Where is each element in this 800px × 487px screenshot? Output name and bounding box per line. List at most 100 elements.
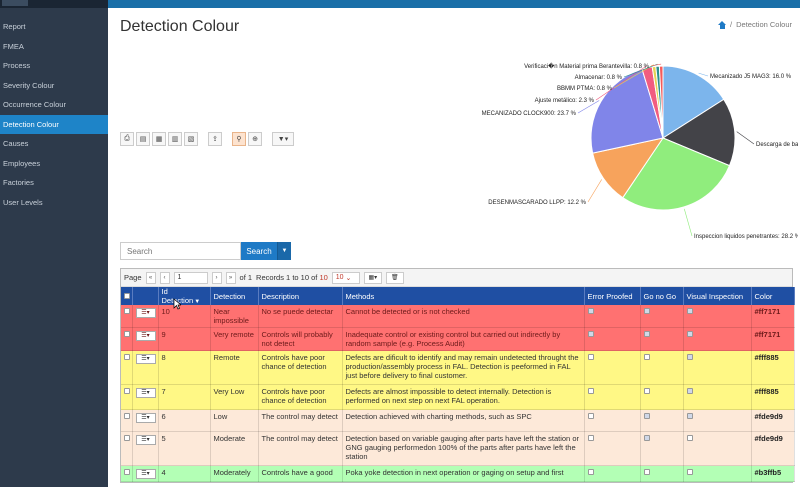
column-header-visual-inspection[interactable]: Visual Inspection — [683, 287, 752, 305]
sidebar-item-occurrence-colour[interactable]: Occurrence Colour — [3, 100, 66, 109]
row-select-cell[interactable] — [121, 327, 133, 351]
sidebar-item-severity-colour[interactable]: Severity Colour — [3, 80, 55, 90]
pie-slice[interactable] — [661, 98, 736, 167]
sidebar-item-causes[interactable]: Causes — [3, 139, 29, 148]
print-icon[interactable]: ⎙ — [120, 132, 134, 146]
row-menu-button[interactable]: ☰▾ — [135, 331, 156, 341]
filter-icon[interactable]: ▼▾ — [272, 132, 294, 146]
logo — [2, 0, 28, 6]
page-title: Detection Colour — [120, 18, 240, 35]
row-checkbox[interactable] — [124, 413, 130, 419]
column-header-go-no-go[interactable]: Go no Go — [640, 287, 684, 305]
row-menu-cell[interactable]: ☰▾ — [132, 409, 159, 432]
cell-go-no-go — [640, 350, 684, 385]
select-all-checkbox[interactable] — [124, 292, 130, 299]
column-header-methods[interactable]: Methods — [342, 287, 585, 305]
row-menu-cell[interactable]: ☰▾ — [132, 384, 159, 410]
pie-slice[interactable] — [658, 65, 664, 139]
cell-methods: Detection achieved with charting methods… — [342, 409, 585, 432]
column-header-detection[interactable]: Detection — [210, 287, 259, 305]
row-menu-button[interactable]: ☰▾ — [135, 413, 156, 423]
sidebar-item-factories[interactable]: Factories — [3, 178, 34, 187]
table-row[interactable]: ☰▾ 7 Very Low Controls have poor chance of … — [121, 384, 795, 410]
sidebar-item-user-levels[interactable]: User Levels — [3, 197, 43, 207]
table-row[interactable]: ☰▾ 9 Very remote Controls will probably not… — [121, 327, 795, 351]
cell-description: Controls have poor chance of detection — [258, 350, 343, 385]
table-row[interactable]: ☰▾ 8 Remote Controls have poor chance of de… — [121, 350, 795, 385]
visual-inspection-checkbox — [686, 469, 693, 475]
row-select-cell[interactable] — [121, 384, 133, 410]
row-menu-cell[interactable]: ☰▾ — [132, 305, 159, 328]
breadcrumb-current: Detection Colour — [736, 20, 792, 29]
row-menu-button[interactable]: ☰▾ — [135, 308, 156, 318]
prev-page-button[interactable]: ‹ — [159, 271, 170, 284]
sidebar-item-employees[interactable]: Employees — [3, 158, 41, 168]
sidebar-item-fmea[interactable]: FMEA — [3, 41, 24, 51]
column-header-error-proofed[interactable]: Error Proofed — [584, 287, 641, 305]
home-icon[interactable] — [718, 20, 727, 29]
row-select-cell[interactable] — [121, 350, 133, 385]
sidebar-logo — [0, 0, 108, 8]
row-menu-cell[interactable]: ☰▾ — [132, 431, 159, 466]
export-pdf-icon[interactable]: ▧ — [184, 132, 198, 146]
export-excel-icon[interactable]: ▤ — [136, 132, 150, 146]
column-header-id[interactable]: Id Detection▼ — [158, 287, 211, 305]
cell-methods: Defects are almost impossible to detect … — [342, 384, 585, 410]
first-page-button[interactable]: « — [145, 271, 156, 284]
sidebar-item-report[interactable]: Report — [3, 22, 26, 31]
cell-go-no-go — [640, 409, 684, 432]
table-row[interactable]: ☰▾ 10 Near impossible No se puede detectar C… — [121, 305, 795, 328]
row-menu-button[interactable]: ☰▾ — [135, 388, 156, 398]
page-size-select[interactable]: 10 ⌄ — [331, 271, 360, 284]
row-menu-button[interactable]: ☰▾ — [135, 354, 156, 364]
row-select-cell[interactable] — [121, 465, 133, 482]
row-select-cell[interactable] — [121, 305, 133, 328]
row-checkbox[interactable] — [124, 331, 130, 337]
sidebar-item-detection-colour[interactable]: Detection Colour — [0, 114, 108, 134]
row-select-cell[interactable] — [121, 431, 133, 466]
delete-icon[interactable]: 🗑 — [385, 271, 404, 284]
select-all-header[interactable] — [121, 287, 133, 305]
pie-slice[interactable] — [590, 68, 664, 154]
upload-icon[interactable]: ⇪ — [208, 132, 222, 146]
pager: Page « ‹ 1 › » of 1 Records 1 to 10 of 1… — [121, 269, 792, 287]
row-checkbox[interactable] — [124, 354, 130, 360]
column-header-description[interactable]: Description — [258, 287, 343, 305]
page-number-input[interactable]: 1 — [173, 271, 208, 284]
row-checkbox[interactable] — [124, 388, 130, 394]
row-select-cell[interactable] — [121, 409, 133, 432]
row-menu-cell[interactable]: ☰▾ — [132, 327, 159, 351]
pie-slice[interactable] — [662, 65, 725, 139]
next-page-button[interactable]: › — [211, 271, 222, 284]
search-input[interactable] — [120, 242, 241, 260]
error-proofed-checkbox — [587, 331, 594, 337]
cell-detection: Remote — [210, 350, 259, 385]
cell-error-proofed — [584, 350, 641, 385]
cell-detection: Moderately — [210, 465, 259, 482]
sidebar-item-process[interactable]: Process — [3, 61, 31, 70]
row-checkbox[interactable] — [124, 308, 130, 314]
cell-id: 8 — [158, 350, 211, 385]
export-word-icon[interactable]: ▥ — [168, 132, 182, 146]
row-menu-button[interactable]: ☰▾ — [135, 469, 156, 479]
export-csv-icon[interactable]: ▦ — [152, 132, 166, 146]
search-icon[interactable]: ⚲ — [232, 132, 246, 146]
row-checkbox[interactable] — [124, 435, 130, 441]
last-page-button[interactable]: » — [225, 271, 236, 284]
table-row[interactable]: ☰▾ 5 Moderate The control may detect Detecti… — [121, 431, 795, 466]
row-menu-cell[interactable]: ☰▾ — [132, 350, 159, 385]
cell-visual-inspection — [683, 384, 752, 410]
zoom-icon[interactable]: ⊕ — [248, 132, 262, 146]
row-menu-cell[interactable]: ☰▾ — [132, 465, 159, 482]
column-header-color[interactable]: Color — [751, 287, 795, 305]
search-dropdown-caret[interactable]: ▼ — [277, 242, 291, 260]
table-row[interactable]: ☰▾ 6 Low The control may detect Detection ac… — [121, 409, 795, 432]
search-button[interactable]: Search — [241, 242, 277, 260]
row-checkbox[interactable] — [124, 469, 130, 475]
pie-slice[interactable] — [622, 137, 731, 211]
cell-id: 7 — [158, 384, 211, 410]
pie-connector — [684, 208, 693, 237]
row-menu-button[interactable]: ☰▾ — [135, 435, 156, 445]
column-options-icon[interactable]: ▦▾ — [363, 271, 382, 284]
table-row[interactable]: ☰▾ 4 Moderately Controls have a good Poka yo… — [121, 465, 795, 482]
